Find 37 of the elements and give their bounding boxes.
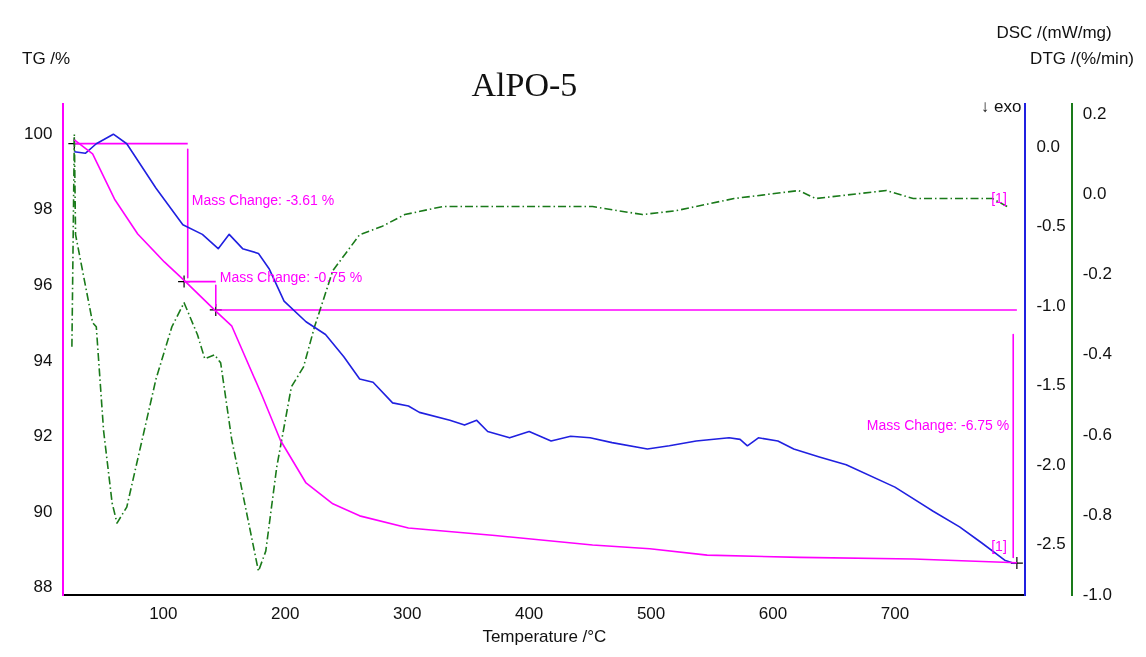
y-tick-label: 92	[33, 426, 53, 446]
x-tick-label: 500	[636, 604, 666, 624]
y3-tick-label: -0.8	[1082, 504, 1112, 524]
y2-tick-label: -1.0	[1036, 295, 1066, 315]
annotation: [1]	[991, 190, 1007, 207]
y2-tick-label: -2.0	[1036, 454, 1066, 474]
x-axis-title: Temperature /°C	[482, 627, 607, 647]
y-axis-title: TG /%	[22, 49, 71, 68]
y-tick-label: 94	[33, 350, 53, 370]
y2-tick-label: -1.5	[1036, 375, 1066, 395]
x-tick-label: 200	[271, 604, 300, 624]
y3-axis-title: DTG /(%/min)	[1030, 49, 1134, 68]
x-tick-label: 300	[393, 604, 422, 624]
chart-title: AlPO-5	[471, 66, 578, 103]
y-tick-label: 88	[33, 577, 53, 597]
y2-tick-label: 0.0	[1036, 136, 1061, 156]
y3-tick-label: -0.6	[1082, 424, 1112, 444]
y-tick-label: 90	[33, 501, 53, 521]
x-tick-label: 700	[880, 604, 910, 624]
y2-tick-label: -0.5	[1036, 216, 1066, 236]
y2-tick-label: -2.5	[1036, 534, 1066, 554]
y3-tick-label: -0.2	[1082, 264, 1112, 284]
annotation: Mass Change: -3.61 %	[191, 191, 335, 208]
y3-tick-label: 0.2	[1082, 104, 1107, 124]
y-tick-label: 100	[23, 123, 53, 143]
y-tick-label: 96	[33, 275, 53, 295]
x-tick-label: 600	[758, 604, 788, 624]
y3-tick-label: 0.0	[1082, 184, 1107, 204]
annotation: [1]	[991, 537, 1007, 554]
x-tick-label: 400	[514, 604, 544, 624]
y-tick-label: 98	[33, 199, 53, 219]
annotation: Mass Change: -6.75 %	[866, 416, 1010, 433]
y3-tick-label: -1.0	[1082, 584, 1112, 604]
x-tick-label: 100	[149, 604, 178, 624]
annotation: ↓ exo	[980, 97, 1022, 116]
y3-tick-label: -0.4	[1082, 344, 1112, 364]
y2-axis-title: DSC /(mW/mg)	[996, 23, 1112, 42]
